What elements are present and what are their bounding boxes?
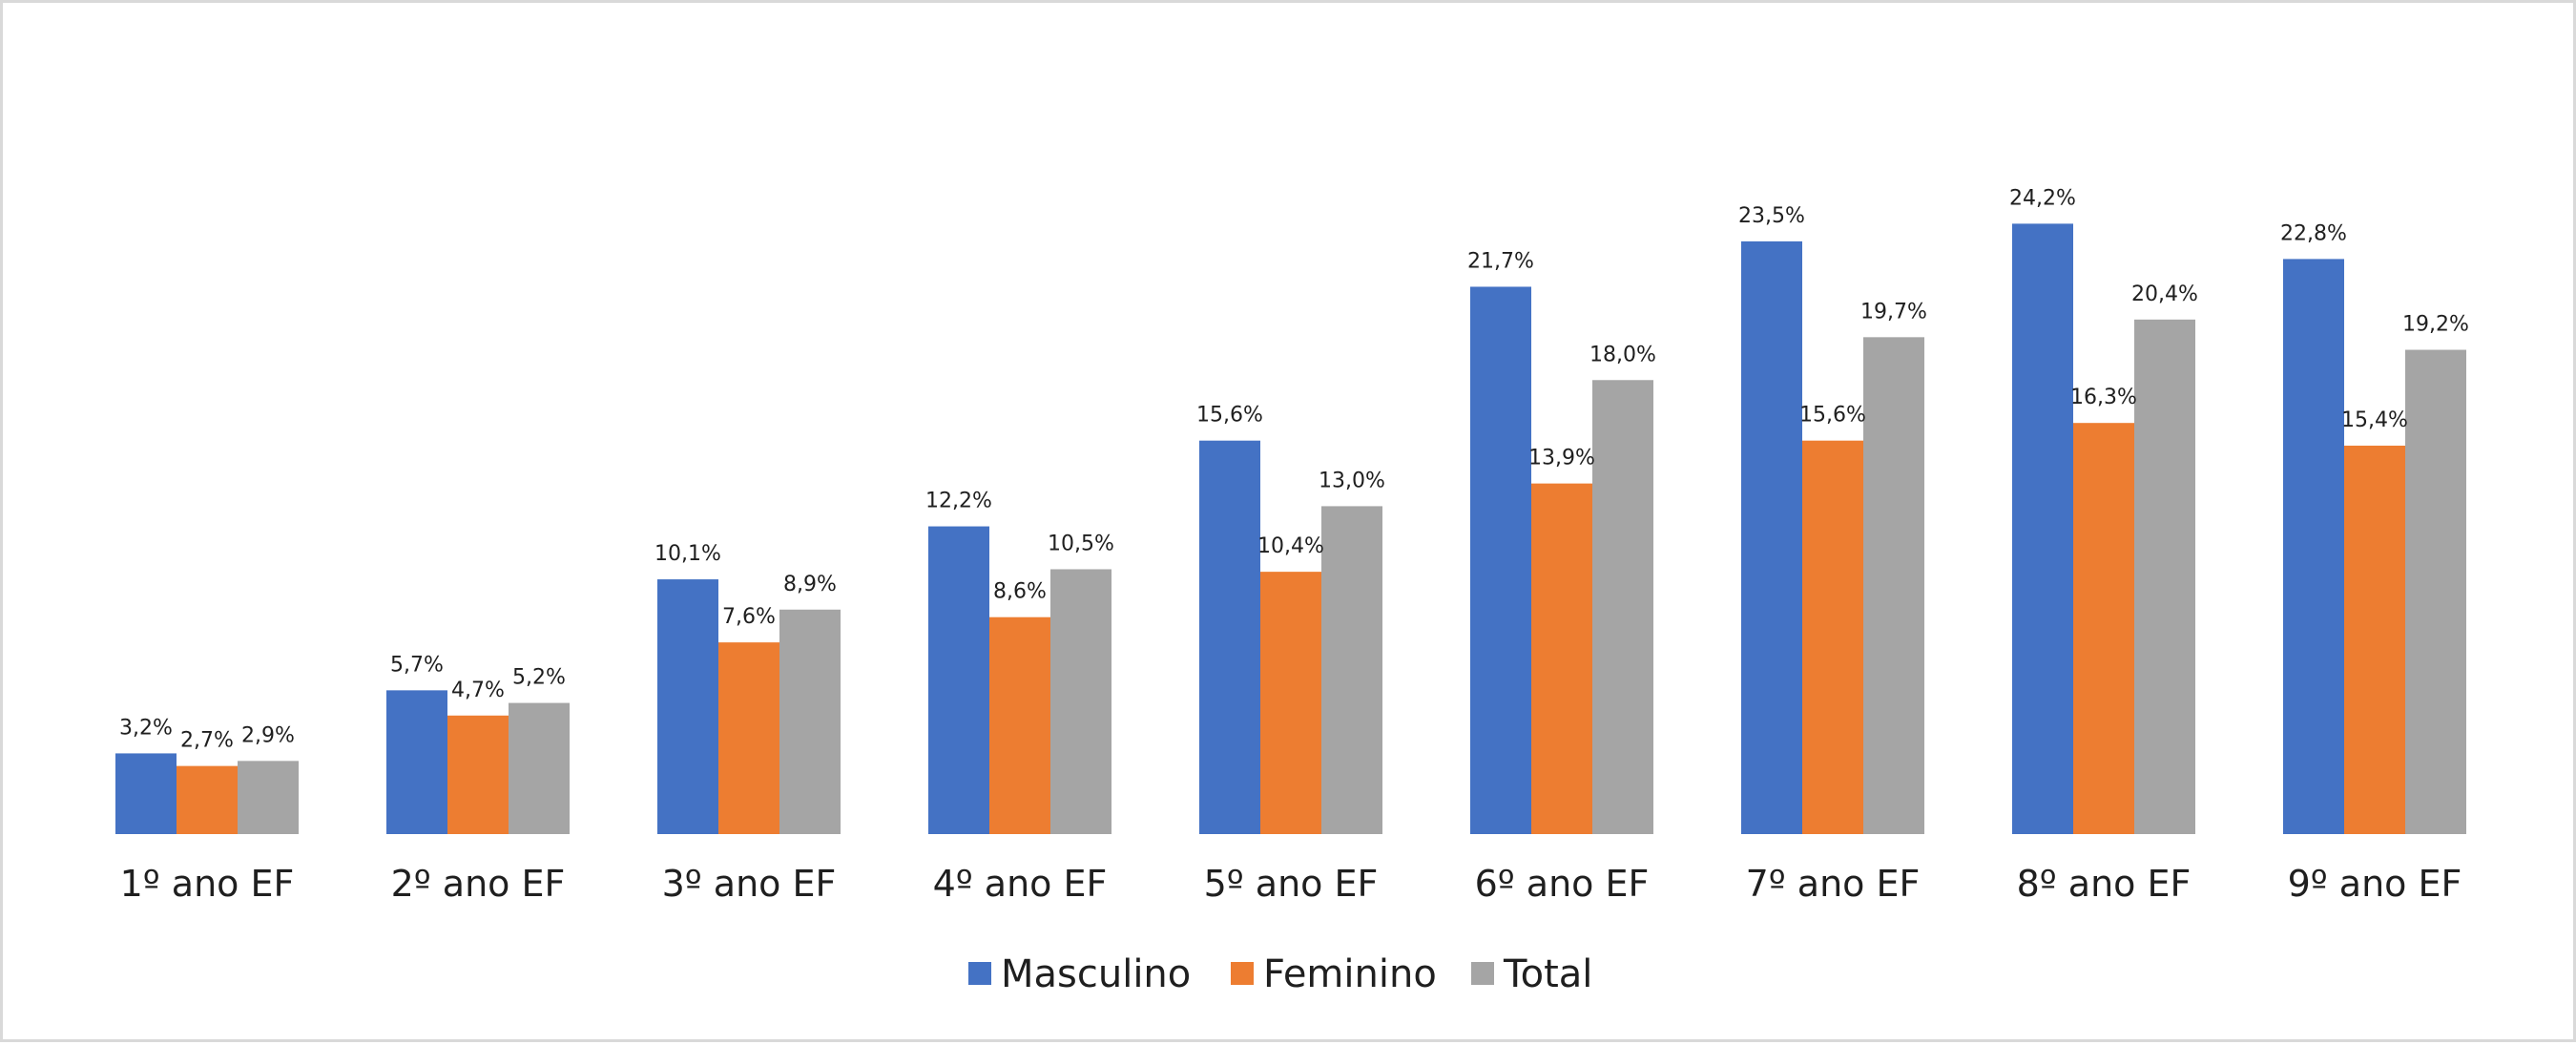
bar-total-2 xyxy=(509,702,570,834)
data-label-masculino-1: 3,2% xyxy=(119,716,173,740)
legend-label-total: Total xyxy=(1503,952,1592,996)
x-tick-label-9: 9º ano EF xyxy=(2288,863,2462,905)
data-label-total-1: 2,9% xyxy=(241,723,295,747)
data-label-masculino-5: 15,6% xyxy=(1196,404,1263,428)
data-label-total-8: 20,4% xyxy=(2131,282,2198,306)
bar-feminino-3 xyxy=(718,642,779,834)
legend-label-feminino: Feminino xyxy=(1263,952,1437,996)
bar-feminino-2 xyxy=(447,715,509,834)
data-label-total-6: 18,0% xyxy=(1589,343,1656,366)
legend-label-masculino: Masculino xyxy=(1001,952,1191,996)
data-label-masculino-2: 5,7% xyxy=(390,653,444,677)
bar-total-4 xyxy=(1050,569,1111,834)
bar-masculino-3 xyxy=(657,579,718,834)
bar-total-6 xyxy=(1592,380,1653,834)
data-label-feminino-2: 4,7% xyxy=(451,679,505,702)
data-label-total-2: 5,2% xyxy=(512,666,566,690)
bar-total-1 xyxy=(238,761,299,834)
bar-feminino-4 xyxy=(989,617,1050,834)
data-label-feminino-6: 13,9% xyxy=(1528,447,1595,470)
bar-total-5 xyxy=(1321,506,1382,834)
bar-feminino-9 xyxy=(2344,445,2405,834)
data-label-feminino-4: 8,6% xyxy=(993,580,1047,604)
bar-masculino-9 xyxy=(2283,259,2344,834)
bar-feminino-8 xyxy=(2073,423,2134,834)
bar-masculino-1 xyxy=(115,753,177,834)
bar-masculino-8 xyxy=(2012,223,2073,835)
data-labels-layer: 3,2% 2,7% 2,9% 5,7% 4,7% 5,2% 10,1% 7,6% 8,9% 12,… xyxy=(119,186,2469,752)
x-tick-label-3: 3º ano EF xyxy=(662,863,837,905)
legend-swatch-feminino xyxy=(1231,962,1254,985)
x-tick-label-4: 4º ano EF xyxy=(933,863,1108,905)
data-label-total-3: 8,9% xyxy=(783,573,837,596)
x-axis-tick-labels: 1º ano EF 2º ano EF 3º ano EF 4º ano EF 5º a… xyxy=(120,863,2462,905)
data-label-total-5: 13,0% xyxy=(1319,469,1385,492)
data-label-masculino-4: 12,2% xyxy=(925,490,992,513)
x-tick-label-7: 7º ano EF xyxy=(1746,863,1921,905)
bar-total-8 xyxy=(2134,319,2195,834)
data-label-feminino-5: 10,4% xyxy=(1257,534,1324,558)
bar-masculino-2 xyxy=(386,690,447,834)
legend-swatch-total xyxy=(1471,962,1494,985)
bars-layer xyxy=(115,223,2466,835)
bar-total-3 xyxy=(779,609,841,834)
bar-masculino-5 xyxy=(1199,440,1260,834)
x-tick-label-5: 5º ano EF xyxy=(1204,863,1379,905)
x-tick-label-6: 6º ano EF xyxy=(1475,863,1650,905)
bar-feminino-7 xyxy=(1802,440,1863,834)
data-label-masculino-6: 21,7% xyxy=(1467,249,1534,273)
data-label-total-7: 19,7% xyxy=(1860,300,1927,324)
legend: Masculino Feminino Total xyxy=(968,952,1592,996)
data-label-feminino-8: 16,3% xyxy=(2070,386,2137,409)
data-label-total-9: 19,2% xyxy=(2402,313,2469,337)
grouped-bar-chart: 3,2% 2,7% 2,9% 5,7% 4,7% 5,2% 10,1% 7,6% 8,9% 12,… xyxy=(115,186,2469,996)
legend-swatch-masculino xyxy=(968,962,991,985)
bar-masculino-6 xyxy=(1470,286,1531,834)
data-label-masculino-8: 24,2% xyxy=(2009,186,2076,210)
data-label-masculino-9: 22,8% xyxy=(2280,221,2347,245)
bar-feminino-6 xyxy=(1531,483,1592,834)
data-label-masculino-3: 10,1% xyxy=(654,542,721,566)
data-label-feminino-3: 7,6% xyxy=(722,605,776,629)
data-label-feminino-9: 15,4% xyxy=(2341,408,2408,432)
data-label-feminino-1: 2,7% xyxy=(180,729,234,753)
x-tick-label-2: 2º ano EF xyxy=(391,863,566,905)
data-label-masculino-7: 23,5% xyxy=(1738,204,1805,228)
bar-total-9 xyxy=(2405,349,2466,834)
x-tick-label-1: 1º ano EF xyxy=(120,863,295,905)
bar-total-7 xyxy=(1863,337,1924,835)
bar-feminino-1 xyxy=(177,765,238,834)
bar-masculino-7 xyxy=(1741,240,1802,834)
data-label-feminino-7: 15,6% xyxy=(1799,404,1866,428)
bar-masculino-4 xyxy=(928,526,989,834)
data-label-total-4: 10,5% xyxy=(1048,532,1114,555)
bar-feminino-5 xyxy=(1260,572,1321,834)
x-tick-label-8: 8º ano EF xyxy=(2017,863,2192,905)
